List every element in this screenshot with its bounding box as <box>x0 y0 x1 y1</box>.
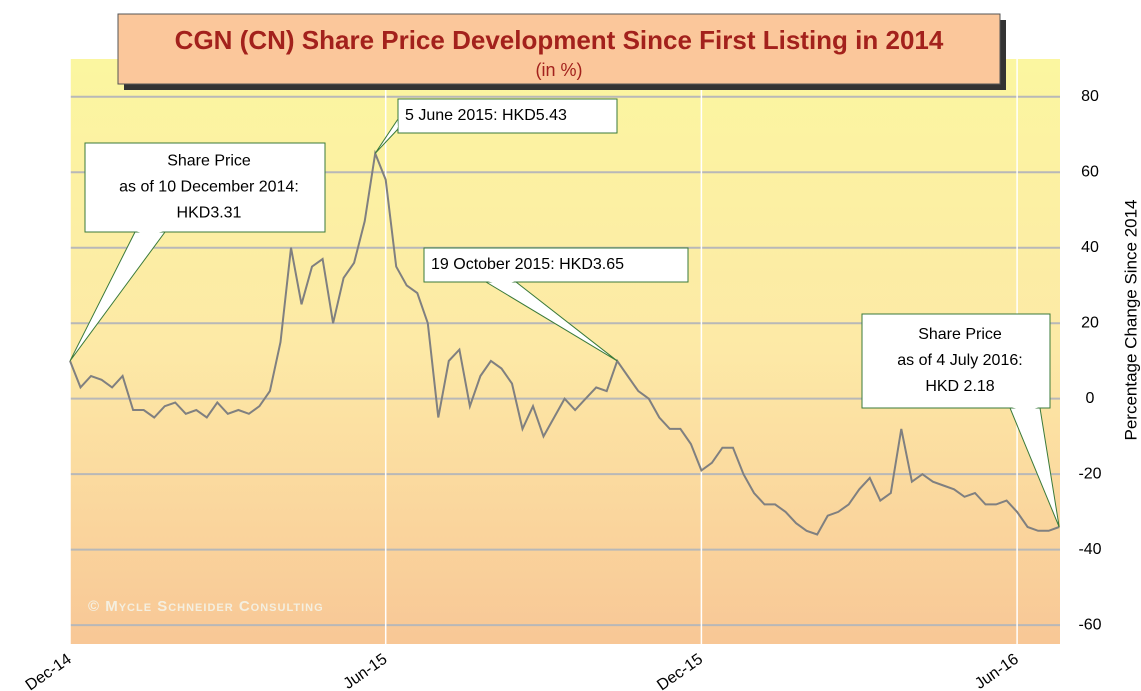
x-tick-label: Dec-14 <box>23 651 75 691</box>
y-tick-label: -60 <box>1078 616 1101 633</box>
y-tick-label: 80 <box>1081 88 1099 105</box>
callout-text: 5 June 2015: HKD5.43 <box>405 107 567 124</box>
y-tick-label: 40 <box>1081 239 1099 256</box>
callout-box <box>397 98 618 134</box>
callout-box <box>861 313 1051 409</box>
callout-text: Share Price <box>167 153 251 170</box>
callout-join <box>135 231 165 235</box>
y-tick-label: 60 <box>1081 163 1099 180</box>
y-tick-label: 0 <box>1086 390 1095 407</box>
title-box <box>117 13 1001 85</box>
chart-subtitle: (in %) <box>535 60 582 80</box>
callout-text: as of 4 July 2016: <box>897 352 1022 369</box>
y-tick-label: -40 <box>1078 541 1101 558</box>
callout-box <box>423 247 689 283</box>
line-series <box>69 149 1060 536</box>
x-tick-label: Jun-16 <box>972 651 1022 691</box>
callout-text: Share Price <box>918 326 1002 343</box>
callout-text: HKD 2.18 <box>925 378 994 395</box>
chart-title: CGN (CN) Share Price Development Since F… <box>175 25 944 55</box>
callout-join <box>486 281 516 285</box>
credit: © Mycle Schneider Consulting <box>88 598 324 615</box>
y-axis-label: Percentage Change Since 2014 <box>1121 199 1140 440</box>
callout-text: as of 10 December 2014: <box>119 179 299 196</box>
callout-text: 19 October 2015: HKD3.65 <box>431 256 624 273</box>
callout-text: HKD3.31 <box>177 205 242 222</box>
callout-box <box>84 142 326 233</box>
x-tick-label: Dec-15 <box>654 651 706 691</box>
x-tick-label: Jun-15 <box>341 651 391 691</box>
y-tick-label: -20 <box>1078 465 1101 482</box>
callout-join <box>1010 407 1040 411</box>
y-tick-label: 20 <box>1081 314 1099 331</box>
